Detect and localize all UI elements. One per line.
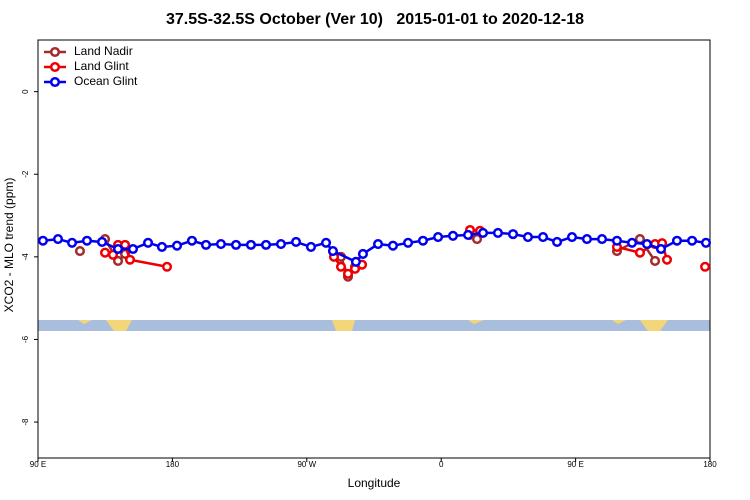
point (335, 261, 347, 272)
point (634, 247, 646, 258)
point (200, 239, 212, 250)
chart-title: 37.5S-32.5S October (Ver 10) 2015-01-01 … (166, 11, 584, 28)
point (245, 239, 256, 250)
point (215, 238, 226, 250)
point (81, 235, 93, 246)
point (156, 241, 167, 252)
x-tick-label: 90 E (30, 460, 46, 469)
point (74, 246, 86, 257)
point (37, 235, 48, 246)
x-tick-label: 90 E (567, 460, 583, 469)
point (655, 243, 667, 255)
point (417, 235, 429, 246)
point (661, 254, 673, 265)
point (463, 229, 474, 241)
point (700, 237, 712, 248)
point (387, 240, 399, 251)
point (66, 237, 78, 248)
point (611, 235, 623, 246)
point (127, 243, 139, 255)
x-tick-label: 180 (703, 460, 717, 469)
point (581, 234, 592, 245)
point (350, 256, 361, 267)
point (596, 234, 608, 245)
point (687, 235, 698, 246)
point (671, 235, 683, 246)
point (97, 236, 108, 248)
point (537, 231, 549, 243)
y-tick-label: 0 (21, 89, 30, 94)
point (230, 239, 242, 250)
point (402, 237, 414, 248)
point (290, 236, 302, 248)
point (124, 254, 136, 265)
point (357, 248, 368, 260)
point (143, 237, 154, 248)
point (52, 234, 64, 245)
x-tick-label: 90 W (297, 460, 316, 469)
y-tick-label: -2 (21, 170, 30, 178)
point (552, 236, 563, 248)
legend-marker (49, 46, 61, 58)
plot-frame (37, 39, 711, 459)
point (342, 268, 354, 279)
point (471, 234, 483, 245)
point (100, 247, 111, 258)
point (700, 261, 711, 272)
legend-label: Land Glint (74, 59, 129, 73)
series-line (42, 231, 707, 264)
point (522, 231, 534, 243)
map-strip (38, 320, 710, 331)
point (112, 255, 124, 267)
point (477, 227, 489, 238)
legend-marker (49, 61, 61, 73)
y-tick-label: -6 (21, 335, 30, 343)
legend-marker (49, 76, 61, 88)
point (327, 246, 338, 257)
x-axis-label: Longitude (348, 476, 401, 490)
point (161, 261, 173, 272)
point (186, 235, 198, 246)
legend-label: Ocean Glint (74, 74, 138, 88)
point (305, 241, 317, 252)
point (649, 255, 661, 267)
y-axis-label: XCO2 - MLO trend (ppm) (2, 178, 16, 313)
point (275, 238, 287, 250)
point (372, 238, 384, 250)
point (492, 227, 503, 238)
x-tick-label: 0 (439, 460, 444, 469)
y-tick-label: -8 (21, 418, 30, 426)
point (641, 238, 653, 250)
point (112, 243, 124, 255)
point (566, 231, 578, 243)
point (433, 231, 444, 243)
point (321, 237, 332, 248)
y-tick-label: -4 (21, 253, 30, 261)
point (507, 229, 519, 240)
point (260, 239, 272, 250)
legend-label: Land Nadir (74, 44, 133, 58)
point (626, 237, 638, 248)
x-tick-label: 180 (166, 460, 180, 469)
point (171, 240, 183, 251)
point (447, 230, 459, 241)
